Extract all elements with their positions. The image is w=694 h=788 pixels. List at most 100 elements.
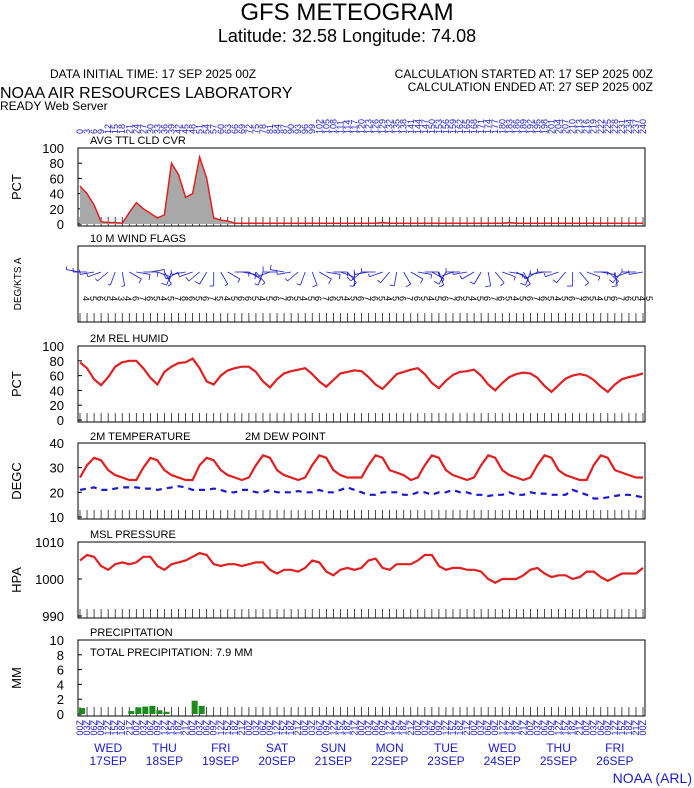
wind-barb: [269, 264, 272, 270]
wind-speed-label: 4: [510, 296, 520, 301]
time-label: 09Z: [603, 720, 613, 736]
precip-bar: [79, 708, 86, 714]
wind-barb: [138, 278, 142, 284]
wind-barb: [543, 272, 546, 277]
wind-shaft: [439, 271, 454, 278]
time-label: 15Z: [279, 720, 289, 736]
wind-flag: [194, 271, 208, 285]
wind-shaft: [300, 271, 306, 286]
day-weekday: FRI: [605, 741, 624, 755]
hour-label: 123: [364, 119, 374, 134]
wind-speed-label: 4: [109, 296, 119, 301]
wind-barb: [529, 270, 532, 275]
wind-barb: [296, 283, 301, 286]
wind-speed-label: 6: [201, 296, 211, 301]
hour-label: 45: [181, 124, 191, 134]
time-label: 03Z: [138, 720, 148, 736]
wind-flag: [347, 271, 357, 286]
series-line: [79, 357, 644, 394]
wind-shaft: [277, 271, 292, 275]
time-label: 18Z: [117, 720, 127, 736]
wind-shaft: [494, 271, 505, 283]
wind-speed-label: 4: [222, 296, 232, 301]
wind-flag: [170, 269, 186, 275]
wind-shaft: [525, 271, 531, 286]
wind-shaft: [586, 271, 600, 278]
hour-label: 48: [188, 124, 198, 134]
wind-flag: [529, 270, 545, 275]
hour-label: 153: [434, 119, 444, 134]
wind-speed-label: 5: [475, 296, 485, 301]
time-label: 15Z: [166, 720, 176, 736]
wind-flag: [276, 270, 292, 275]
wind-speed-label: 5: [419, 296, 429, 301]
hour-label: 72: [244, 124, 254, 134]
wind-barb: [121, 285, 125, 287]
wind-shaft: [256, 271, 271, 278]
time-label: 00Z: [357, 720, 367, 736]
time-label: 15Z: [223, 720, 233, 736]
wind-speed-label: 4: [257, 296, 267, 301]
wind-barb: [367, 273, 370, 277]
wind-flag: [469, 271, 482, 285]
wind-speed-label: 6: [482, 296, 492, 301]
wind-flag: [389, 271, 398, 287]
y-tick-label: 8: [57, 648, 64, 663]
wind-shaft: [248, 271, 262, 280]
hour-label: 42: [174, 124, 184, 134]
wind-barb: [177, 272, 180, 277]
wind-barb: [353, 282, 357, 286]
hour-label: 198: [539, 119, 549, 134]
hour-label: 177: [490, 119, 500, 134]
wind-flag: [520, 271, 531, 286]
hour-label: 186: [511, 119, 521, 134]
time-label: 00Z: [244, 720, 254, 736]
wind-flag: [485, 271, 492, 288]
wind-barb: [254, 274, 257, 280]
time-label: 12Z: [216, 720, 226, 736]
hour-label: 9: [96, 129, 106, 134]
wind-flag: [367, 271, 383, 278]
wind-speed-label: 5: [503, 296, 513, 301]
y-tick-label: 40: [50, 436, 64, 451]
day-weekday: WED: [94, 741, 122, 755]
wind-speed-label: 4: [81, 296, 91, 301]
wind-shaft: [615, 271, 630, 278]
wind-shaft: [607, 271, 619, 282]
wind-shaft: [166, 271, 179, 280]
hour-label: 141: [406, 119, 416, 134]
wind-flag: [262, 266, 278, 273]
time-label: 03Z: [82, 720, 92, 736]
precip-bar: [163, 711, 170, 714]
day-weekday: TUE: [434, 741, 458, 755]
wind-shaft: [438, 271, 445, 286]
y-tick-label: 20: [50, 202, 64, 217]
hour-label: 189: [518, 119, 528, 134]
y-axis-label: HPA: [9, 567, 24, 593]
wind-speed-label: 5: [433, 296, 443, 301]
y-axis-label: DEGC: [9, 462, 24, 500]
wind-barb: [430, 274, 432, 279]
y-tick-label: 80: [50, 156, 64, 171]
time-label: 09Z: [152, 720, 162, 736]
wind-shaft: [545, 271, 559, 278]
time-label: 06Z: [371, 720, 381, 736]
wind-barb: [439, 284, 444, 288]
time-label: 18Z: [230, 720, 240, 736]
wind-barb: [613, 274, 615, 279]
lab-name: NOAA AIR RESOURCES LABORATORY: [0, 85, 293, 102]
wind-barb: [469, 281, 475, 285]
wind-flag: [417, 271, 432, 279]
wind-flag: [254, 271, 264, 286]
hour-label: 171: [476, 119, 486, 134]
wind-shaft: [369, 271, 383, 278]
time-label: 21Z: [349, 720, 359, 736]
time-label: 12Z: [328, 720, 338, 736]
wind-barb: [520, 282, 526, 286]
time-label: 15Z: [110, 720, 120, 736]
hour-label: 99: [307, 124, 317, 134]
wind-shaft: [403, 271, 412, 285]
time-label: 00Z: [131, 720, 141, 736]
wind-shaft: [220, 271, 229, 285]
hour-label: 108: [328, 119, 338, 134]
